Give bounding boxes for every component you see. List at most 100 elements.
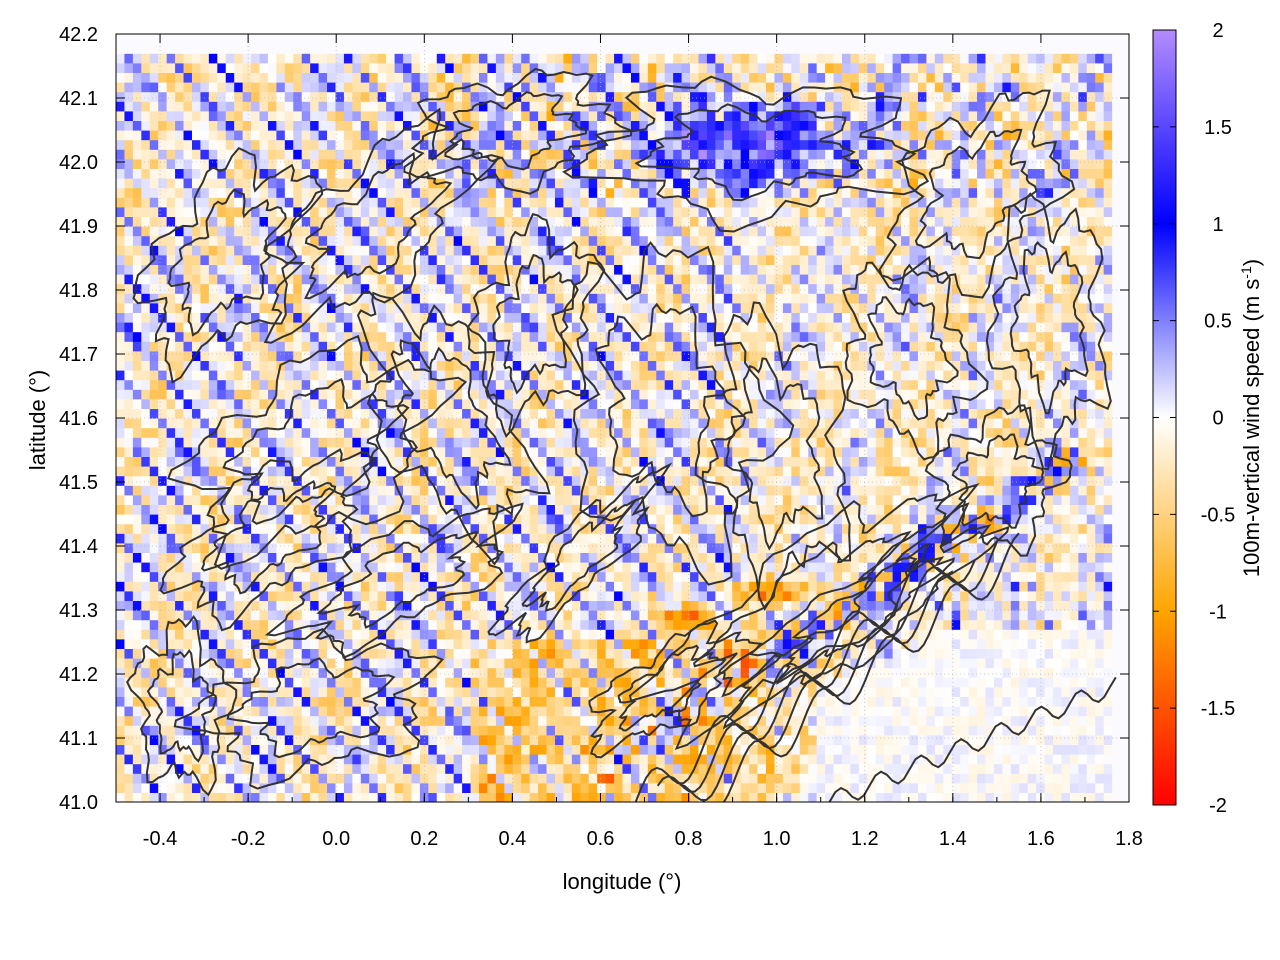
heat-cell [968,792,978,802]
heat-cell [1027,533,1037,544]
heat-cell [706,667,716,678]
heat-cell [740,514,750,525]
heat-cell [901,542,911,553]
heat-cell [1095,725,1105,736]
heat-cell [124,667,134,678]
heat-cell [774,446,784,457]
heat-cell [892,523,902,534]
heat-cell [327,523,337,534]
heat-cell [571,744,581,755]
heat-cell [318,763,328,774]
heat-cell [664,542,674,553]
heat-cell [732,542,742,553]
heat-cell [656,648,666,659]
heat-cell [1010,667,1020,678]
heat-cell [892,638,902,649]
heat-cell [487,571,497,582]
heat-cell [293,648,303,659]
heat-cell [521,514,531,525]
heat-cell [597,437,607,448]
heat-cell [1044,677,1054,688]
heat-cell [1078,485,1088,496]
heat-cell [884,686,894,697]
heat-cell [614,446,624,457]
heat-cell [977,725,987,736]
heat-cell [234,446,244,457]
heat-cell [622,552,632,563]
heat-cell [740,542,750,553]
heat-cell [428,456,438,467]
heat-cell [732,427,742,438]
heat-cell [175,494,185,505]
heat-cell [597,610,607,621]
heat-cell [470,667,480,678]
heat-cell [571,677,581,688]
heat-cell [386,773,396,784]
heat-cell [318,446,328,457]
heat-cell [875,792,885,802]
heat-cell [673,782,683,793]
heat-cell [1044,418,1054,429]
heat-cell [183,610,193,621]
heat-cell [259,552,269,563]
heat-cell [757,485,767,496]
heat-cell [546,773,556,784]
heat-cell [917,514,927,525]
heat-cell [310,744,320,755]
heat-cell [757,773,767,784]
heat-cell [343,658,353,669]
heat-cell [673,504,683,515]
heat-cell [529,667,539,678]
heat-cell [478,542,489,553]
heat-cell [470,696,480,707]
heat-cell [470,725,480,736]
heat-cell [934,725,944,736]
heat-cell [664,571,674,582]
heat-cell [394,494,404,505]
heat-cell [681,773,691,784]
heat-cell [158,610,168,621]
heat-cell [1044,782,1054,793]
heat-cell [1095,552,1105,563]
heat-cell [901,754,911,765]
heat-cell [977,418,987,429]
heat-cell [892,571,902,582]
heat-cell [242,418,252,429]
heat-cell [554,456,565,467]
heat-cell [242,475,252,486]
heat-cell [715,782,725,793]
heat-cell [630,418,640,429]
heat-cell [132,408,142,419]
heat-cell [411,744,421,755]
heat-cell [191,638,202,649]
heat-cell [580,542,590,553]
heat-cell [681,514,691,525]
heat-cell [681,523,691,534]
heat-cell [943,494,953,505]
heat-cell [343,773,353,784]
heat-cell [977,485,987,496]
heat-cell [1044,446,1054,457]
heat-cell [858,437,868,448]
heat-cell [1053,542,1063,553]
heat-cell [749,571,759,582]
heat-cell [538,715,548,726]
heat-cell [901,792,911,802]
heat-cell [403,773,413,784]
heat-cell [462,696,472,707]
heat-cell [605,638,615,649]
heat-cell [1120,610,1129,621]
heat-cell [968,562,978,573]
heat-cell [630,629,640,640]
heat-cell [554,408,565,419]
heat-cell [732,590,742,601]
heat-cell [453,638,463,649]
heat-cell [799,600,809,611]
heat-cell [690,504,700,515]
heat-cell [926,773,936,784]
heat-cell [614,763,624,774]
heat-cell [141,581,151,592]
heat-cell [875,648,885,659]
heat-cell [563,552,573,563]
heat-cell [529,418,539,429]
